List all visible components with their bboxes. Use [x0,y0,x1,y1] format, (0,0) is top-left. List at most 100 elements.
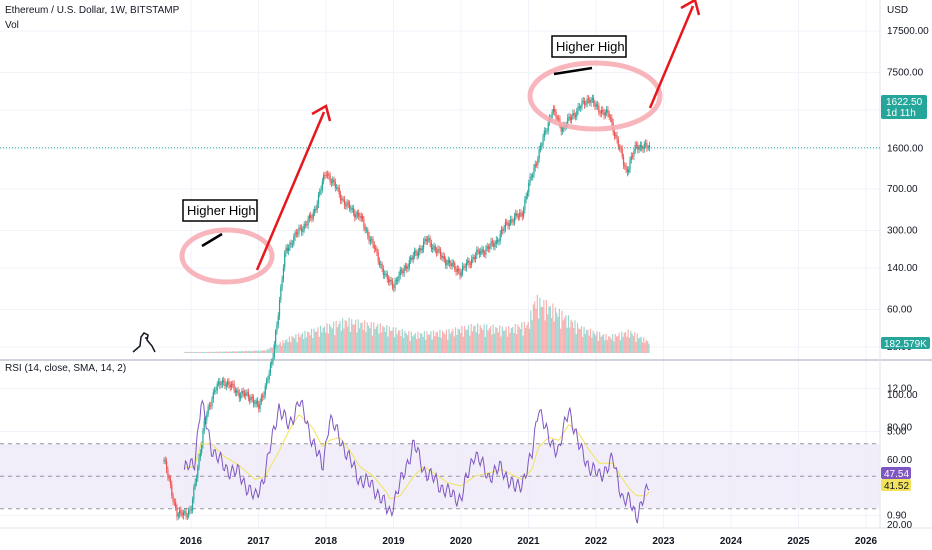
candle [478,248,481,259]
time-ticks[interactable]: 2016 2017 2018 2019 2020 2021 2022 2023 2024 2025… [180,536,878,547]
candle [281,275,283,292]
volume-bar [309,335,311,353]
countdown-value: 1d 11h [886,108,916,119]
candle [259,398,261,413]
volume-bar [183,352,185,353]
candle [399,266,401,280]
volume-bar [373,322,375,353]
time-tick-label: 2026 [855,536,878,547]
label-box-higher-high-2[interactable]: Higher High [551,35,627,58]
volume-bar [379,323,381,353]
price-pane[interactable] [0,0,880,358]
candle [484,250,486,258]
tradingview-logo[interactable] [132,332,156,353]
candle [513,212,516,226]
volume-bar [210,351,213,353]
volume-bar [395,327,397,353]
time-tick-label: 2017 [247,536,270,547]
volume-bar [404,330,406,353]
candle [172,492,174,505]
candle [572,109,574,120]
highlight-ellipse-2016[interactable] [179,227,275,285]
rsi-ticks[interactable]: 100.00 80.00 60.00 20.00 [887,390,918,531]
trendline-high-2016[interactable] [201,232,223,248]
trendline-high-2021[interactable] [553,66,593,76]
volume-label: Vol [5,20,19,31]
volume-bar [647,341,649,353]
volume-bar [630,330,632,353]
volume-bar [356,332,358,353]
volume-bar [304,330,306,353]
volume-bar [532,304,535,353]
candle [308,212,310,223]
volume-bar [637,338,640,353]
volume-bar [274,347,276,353]
volume-bar [384,331,387,353]
candle [349,200,351,212]
candle [195,474,198,487]
volume-bar [292,337,294,353]
candle [498,238,500,246]
volume-bar [234,351,236,353]
candle [385,270,387,277]
volume-bar [614,333,616,353]
volume-bar [258,351,261,353]
volume-bar [569,327,571,353]
candle [480,247,482,258]
volume-bar [249,351,252,353]
volume-bar [448,329,450,353]
candle [502,226,504,235]
volume-bar [619,340,622,353]
candle [238,389,240,402]
volume-bar [573,327,575,353]
candle [525,192,527,204]
candle [254,400,256,408]
candle [624,162,626,170]
volume-bar [281,345,283,353]
candle [607,105,609,118]
volume-bar [431,339,433,353]
volume-bar [641,342,644,353]
highlight-ellipse-2021[interactable] [527,60,663,132]
candle [520,209,522,218]
volume-bar [451,331,453,353]
candle [382,265,384,279]
arrow-up-2023[interactable] [648,0,701,109]
candle [264,383,266,399]
candle [642,145,644,153]
volume-bar [322,327,324,353]
candle [269,361,272,377]
candle [509,215,512,226]
volume-bar [370,321,372,353]
candle [369,236,371,246]
candle [352,205,355,217]
volume-bar [352,324,354,353]
volume-bar [544,320,546,353]
volume-bar [240,351,242,353]
candle [481,245,483,256]
volume-bar [592,330,594,353]
volume-bar [219,351,222,353]
candle [297,229,299,238]
candle [311,214,313,223]
candle [589,96,591,106]
candle [577,102,579,115]
arrow-up-2017[interactable] [255,104,332,271]
candle [595,101,597,110]
candle [191,496,194,514]
candle [604,109,606,119]
candle [482,246,484,257]
volume-bar [417,331,419,353]
candle [634,141,636,154]
volume-bar [545,299,548,353]
candle [277,312,279,329]
label-box-higher-high-1[interactable]: Higher High [182,199,258,222]
candle [387,275,390,286]
candle [234,386,236,397]
candle [613,129,616,141]
candle [507,220,509,230]
price-tick-label: 60.00 [887,305,912,316]
volume-bar [316,331,318,353]
volume-bar [231,351,233,353]
candle [232,380,234,388]
